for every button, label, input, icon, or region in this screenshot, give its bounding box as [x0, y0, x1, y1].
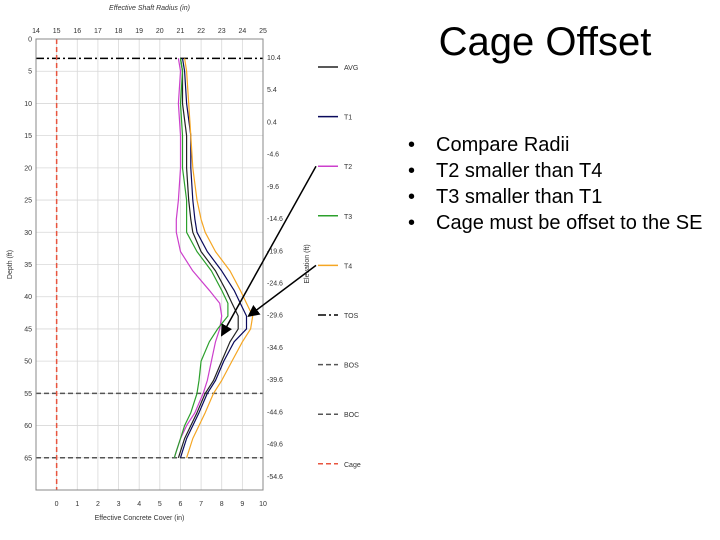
legend-label-t4: T4 [344, 263, 352, 270]
top-tick-label: 21 [177, 28, 185, 35]
bottom-tick-label: 3 [117, 501, 121, 508]
bottom-tick-label: 7 [199, 501, 203, 508]
bullet-item: • Cage must be offset to the SE [408, 210, 708, 236]
top-tick-label: 18 [115, 28, 123, 35]
right-tick-label: -9.6 [267, 184, 279, 191]
right-tick-label: -19.6 [267, 248, 283, 255]
bullet-dot: • [408, 186, 416, 208]
right-tick-label: -44.6 [267, 409, 283, 416]
reference-lines [36, 39, 263, 490]
top-tick-label: 16 [73, 28, 81, 35]
bottom-tick-label: 2 [96, 501, 100, 508]
legend-label-t2: T2 [344, 164, 352, 171]
legend-label-bos: BOS [344, 363, 359, 370]
bullet-text: Compare Radii [436, 134, 570, 156]
top-tick-label: 14 [32, 28, 40, 35]
legend-label-avg: AVG [344, 65, 358, 72]
legend-label-boc: BOC [344, 412, 359, 419]
top-tick-label: 23 [218, 28, 226, 35]
bullet-text: Cage must be offset to the SE [436, 212, 703, 234]
bullet-item: • Compare Radii [408, 132, 708, 158]
right-axis-label: Elevation (ft) [304, 244, 311, 283]
left-tick-label: 30 [24, 230, 32, 237]
series-line-t1 [179, 58, 248, 458]
bottom-tick-label: 1 [75, 501, 79, 508]
series-line-t2 [173, 58, 223, 458]
top-tick-label: 22 [197, 28, 205, 35]
bullet-dot: • [408, 134, 416, 156]
left-tick-label: 25 [24, 198, 32, 205]
left-tick-label: 40 [24, 294, 32, 301]
left-axis-label: Depth (ft) [7, 250, 14, 279]
top-tick-label: 24 [238, 28, 246, 35]
top-tick-label: 20 [156, 28, 164, 35]
bullet-list: • Compare Radii • T2 smaller than T4 • T3 s… [408, 132, 708, 236]
top-tick-label: 15 [53, 28, 61, 35]
left-tick-label: 20 [24, 165, 32, 172]
left-tick-label: 65 [24, 455, 32, 462]
legend-label-cage: Cage [344, 462, 361, 469]
right-tick-label: -39.6 [267, 377, 283, 384]
top-axis-label: Effective Shaft Radius (in) [109, 5, 190, 12]
right-tick-label: -29.6 [267, 313, 283, 320]
bottom-tick-label: 6 [179, 501, 183, 508]
bullet-item: • T2 smaller than T4 [408, 158, 708, 184]
legend-label-tos: TOS [344, 313, 359, 320]
left-tick-label: 45 [24, 326, 32, 333]
right-tick-label: -24.6 [267, 281, 283, 288]
series-lines [173, 58, 254, 458]
left-tick-label: 60 [24, 423, 32, 430]
left-tick-label: 0 [28, 37, 32, 44]
plot-frame [35, 38, 264, 491]
bullet-text: T2 smaller than T4 [436, 160, 603, 182]
series-line-t4 [184, 58, 254, 458]
left-tick-label: 10 [24, 101, 32, 108]
bottom-axis-label: Effective Concrete Cover (in) [95, 515, 185, 522]
axis-ticks: 14 15 16 17 18 19 20 21 22 23 24 250510152025303540… [24, 28, 283, 508]
left-tick-label: 55 [24, 391, 32, 398]
bottom-tick-label: 4 [137, 501, 141, 508]
bullet-dot: • [408, 160, 416, 182]
left-tick-label: 5 [28, 69, 32, 76]
right-tick-label: 0.4 [267, 119, 277, 126]
series-line-avg [177, 58, 239, 458]
right-tick-label: -54.6 [267, 474, 283, 481]
left-tick-label: 35 [24, 262, 32, 269]
right-tick-label: -4.6 [267, 152, 279, 159]
series-line-t3 [173, 58, 229, 458]
chart-grid [35, 38, 264, 490]
top-tick-label: 17 [94, 28, 102, 35]
annotation-arrows [220, 165, 317, 337]
legend-label-t3: T3 [344, 214, 352, 221]
left-tick-label: 50 [24, 359, 32, 366]
bottom-tick-label: 8 [220, 501, 224, 508]
bottom-tick-label: 10 [259, 501, 267, 508]
left-tick-label: 15 [24, 133, 32, 140]
chart-legend: AVG T1 T2 T3 T4 TOS BOS BOC Cage [318, 65, 361, 469]
right-tick-label: 5.4 [267, 87, 277, 94]
right-tick-label: -14.6 [267, 216, 283, 223]
bullet-dot: • [408, 212, 416, 234]
right-tick-label: 10.4 [267, 55, 281, 62]
bullet-text: T3 smaller than T1 [436, 186, 603, 208]
bottom-tick-label: 5 [158, 501, 162, 508]
bullet-item: • T3 smaller than T1 [408, 184, 708, 210]
bottom-tick-label: 9 [240, 501, 244, 508]
right-tick-label: -49.6 [267, 442, 283, 449]
annotation-arrow-t2 [220, 165, 317, 337]
right-tick-label: -34.6 [267, 345, 283, 352]
annotation-arrow-t4 [247, 264, 317, 317]
legend-label-t1: T1 [344, 115, 352, 122]
slide-title: Cage Offset [438, 20, 652, 64]
top-tick-label: 19 [135, 28, 143, 35]
bottom-tick-label: 0 [55, 501, 59, 508]
top-tick-label: 25 [259, 28, 267, 35]
